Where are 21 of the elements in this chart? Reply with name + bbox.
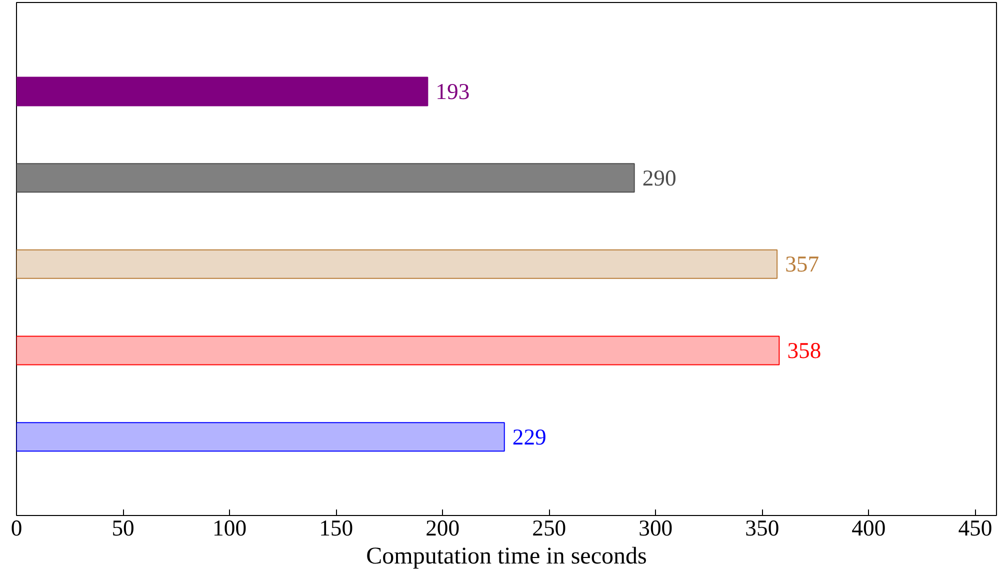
x-tick-label: 300 — [638, 516, 673, 540]
x-tick-label: 350 — [745, 516, 780, 540]
x-tick-label: 400 — [852, 516, 886, 540]
data-label: 193 — [436, 78, 470, 104]
x-axis-title: Computation time in seconds — [366, 544, 647, 570]
data-label: 357 — [785, 252, 820, 277]
data-label: 229 — [512, 424, 546, 450]
bar — [16, 76, 428, 106]
x-tick-label: 200 — [426, 516, 460, 540]
x-tick-label: 100 — [212, 516, 247, 540]
x-tick-label: 0 — [10, 516, 22, 540]
data-label: 358 — [787, 338, 822, 364]
x-tick-label: 250 — [532, 516, 566, 540]
data-label: 290 — [642, 165, 676, 190]
x-tick-label: 150 — [319, 516, 354, 540]
bar — [16, 163, 635, 193]
x-tick-label: 450 — [958, 516, 992, 540]
bar — [16, 422, 505, 452]
x-tick-label: 50 — [112, 516, 134, 540]
bar — [16, 336, 780, 366]
bar — [16, 249, 778, 279]
